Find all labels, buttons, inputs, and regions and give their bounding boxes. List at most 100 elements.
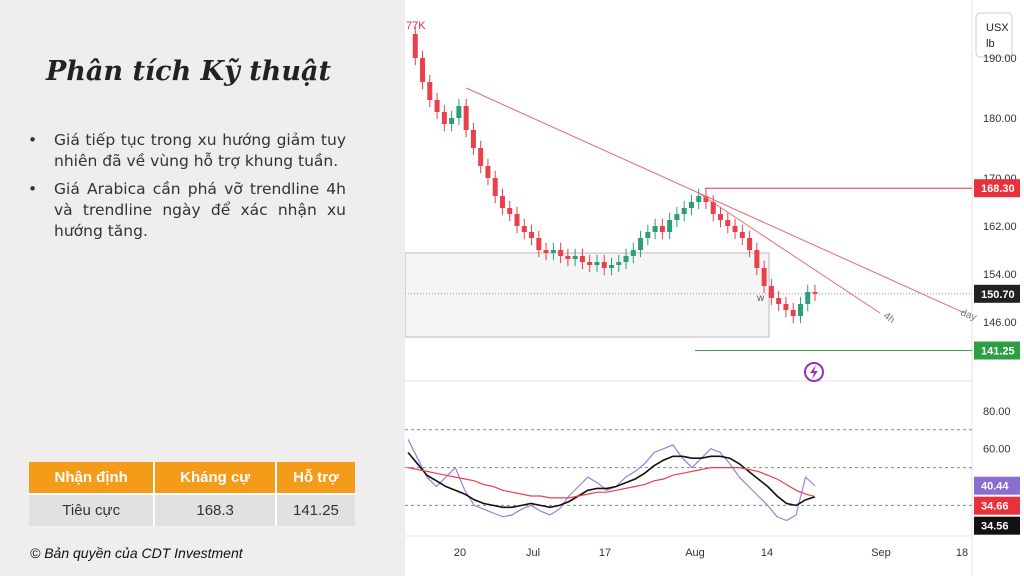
candle-body	[412, 34, 418, 58]
price-tick-label: 162.00	[983, 221, 1017, 233]
currency-label: USX	[986, 22, 1009, 34]
candle-body	[594, 262, 600, 265]
candle-body	[761, 268, 767, 286]
oscillator-badge	[974, 496, 1020, 515]
summary-table: Nhận định Kháng cự Hỗ trợ Tiêu cực 168.3…	[29, 462, 355, 526]
bullet-dot: •	[28, 131, 38, 149]
candle-body	[521, 226, 527, 232]
candle-body	[616, 262, 622, 265]
candle-body	[587, 262, 593, 265]
candle-body	[470, 130, 476, 148]
time-tick-label: 14	[761, 547, 773, 559]
trendline-day-label: day	[959, 307, 978, 323]
oscillator-tick-label: 60.00	[983, 444, 1011, 456]
candle-body	[485, 166, 491, 178]
candle-body	[674, 214, 680, 220]
unit-box[interactable]	[975, 12, 1013, 58]
price-tick-label: 154.00	[983, 269, 1017, 281]
price-badge-label: 141.25	[981, 346, 1015, 358]
candle-body	[623, 256, 629, 262]
oscillator-series-slow	[407, 467, 816, 499]
candle-body	[739, 232, 745, 238]
price-badge	[974, 341, 1020, 360]
table-cell-resistance: 168.3	[154, 493, 277, 526]
table-row: Tiêu cực 168.3 141.25	[29, 493, 355, 526]
price-tick-label: 180.00	[983, 113, 1017, 125]
bullet-text: Giá tiếp tục trong xu hướng giảm tuy nhi…	[54, 131, 346, 170]
candle-body	[790, 310, 796, 316]
candle-body	[499, 196, 505, 208]
candle-body	[710, 202, 716, 214]
candle-body	[681, 208, 687, 214]
candle-body	[536, 238, 542, 250]
bullet-list: • Giá tiếp tục trong xu hướng giảm tuy nh…	[28, 130, 346, 249]
pattern-label: w	[756, 293, 765, 304]
candle-body	[529, 232, 535, 238]
table-header-assessment: Nhận định	[29, 462, 156, 494]
candle-body	[659, 226, 665, 232]
oscillator-badge	[974, 516, 1020, 535]
bullet-item: • Giá Arabica cần phá vỡ trendline 4h và …	[28, 179, 346, 242]
time-tick-label: Aug	[685, 547, 705, 559]
candle-body	[565, 256, 571, 259]
bullet-item: • Giá tiếp tục trong xu hướng giảm tuy nh…	[28, 130, 346, 172]
oscillator-series-fast	[407, 439, 816, 522]
price-badge-label: 150.70	[981, 289, 1015, 301]
page-title: Phân tích Kỹ thuật	[46, 56, 331, 87]
oscillator-badge	[974, 476, 1020, 495]
candle-body	[718, 214, 724, 220]
candle-body	[768, 286, 774, 298]
candle-body	[434, 100, 440, 112]
candle-body	[703, 196, 709, 202]
candle-body	[543, 250, 549, 253]
oscillator-badge-label: 40.44	[981, 481, 1009, 493]
candle-body	[572, 256, 578, 259]
price-chart[interactable]: 77K USX lb day4hw190.00180.00170.00162.0…	[405, 0, 1024, 576]
candle-body	[812, 292, 818, 294]
price-tick-label: 146.00	[983, 317, 1017, 329]
candle-body	[652, 226, 658, 232]
bullet-text: Giá Arabica cần phá vỡ trendline 4h và t…	[54, 180, 346, 240]
candle-body	[725, 220, 731, 226]
candle-body	[688, 202, 694, 208]
candle-body	[667, 220, 673, 232]
oscillator-series-mid	[407, 451, 816, 509]
candle-body	[630, 250, 636, 256]
candle-body	[492, 178, 498, 196]
lightning-bolt-icon	[810, 365, 818, 379]
candle-body	[550, 250, 556, 253]
time-tick-label: 17	[599, 547, 611, 559]
candle-body	[507, 208, 513, 214]
candle-body	[463, 106, 469, 130]
candle-body	[420, 58, 426, 82]
candle-body	[478, 148, 484, 166]
candle-body	[638, 238, 644, 250]
trendline-4h	[698, 192, 881, 314]
table-header-resistance: Kháng cự	[154, 462, 277, 494]
table-cell-assessment: Tiêu cực	[29, 493, 156, 526]
oscillator-tick-label: 80.00	[983, 406, 1011, 418]
unit-label: lb	[986, 38, 995, 50]
copyright-text: © Bản quyền của CDT Investment	[30, 545, 243, 561]
price-tick-label: 190.00	[983, 53, 1017, 65]
candle-body	[776, 298, 782, 304]
trendline-4h-label: 4h	[881, 310, 896, 325]
candle-body	[579, 256, 585, 262]
table-header-support: Hỗ trợ	[275, 462, 355, 494]
candle-body	[754, 250, 760, 268]
candle-body	[558, 250, 564, 256]
time-tick-label: 20	[454, 547, 466, 559]
bullet-dot: •	[28, 180, 38, 198]
price-badge	[974, 179, 1020, 198]
oscillator-badge-label: 34.56	[981, 521, 1009, 533]
candle-body	[601, 262, 607, 268]
candle-body	[805, 292, 811, 304]
price-badge	[974, 284, 1020, 303]
candle-body	[696, 196, 702, 202]
price-badge-label: 168.30	[981, 183, 1015, 195]
time-tick-label: Jul	[526, 547, 540, 559]
oscillator-badge-label: 34.66	[981, 501, 1009, 513]
support-zone	[405, 252, 770, 338]
time-tick-label: 18	[956, 547, 968, 559]
candle-body	[797, 304, 803, 316]
